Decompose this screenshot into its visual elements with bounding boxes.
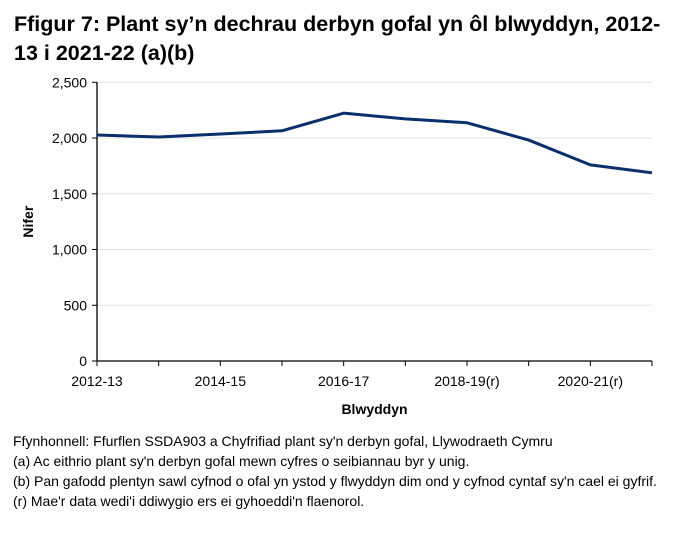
x-tick-label: 2020-21(r)	[558, 373, 623, 389]
y-tick-label: 1,000	[52, 242, 87, 258]
y-tick-label: 1,500	[52, 186, 87, 202]
chart-notes: Ffynhonnell: Ffurflen SSDA903 a Chyfrifi…	[13, 431, 683, 511]
x-axis-title: Blwyddyn	[341, 401, 407, 417]
footnote-a: (a) Ac eithrio plant sy'n derbyn gofal m…	[13, 453, 470, 469]
y-tick-label: 2,500	[52, 74, 87, 90]
data-line	[96, 111, 653, 175]
footnote-b: (b) Pan gafodd plentyn sawl cyfnod o ofa…	[13, 473, 657, 489]
y-tick-label: 500	[64, 297, 88, 313]
y-axis-title: Nifer	[20, 205, 36, 237]
footnote-r: (r) Mae'r data wedi'i ddiwygio ers ei gy…	[13, 493, 365, 509]
x-tick-label: 2014-15	[195, 373, 247, 389]
x-tick-label: 2016-17	[318, 373, 370, 389]
chart-title: Ffigur 7: Plant sy’n dechrau derbyn gofa…	[14, 12, 661, 65]
x-tick-label: 2012-13	[71, 373, 123, 389]
y-tick-label: 0	[79, 353, 87, 369]
y-tick-label: 2,000	[52, 130, 87, 146]
source-note: Ffynhonnell: Ffurflen SSDA903 a Chyfrifi…	[13, 433, 553, 449]
x-tick-label: 2018-19(r)	[434, 373, 499, 389]
